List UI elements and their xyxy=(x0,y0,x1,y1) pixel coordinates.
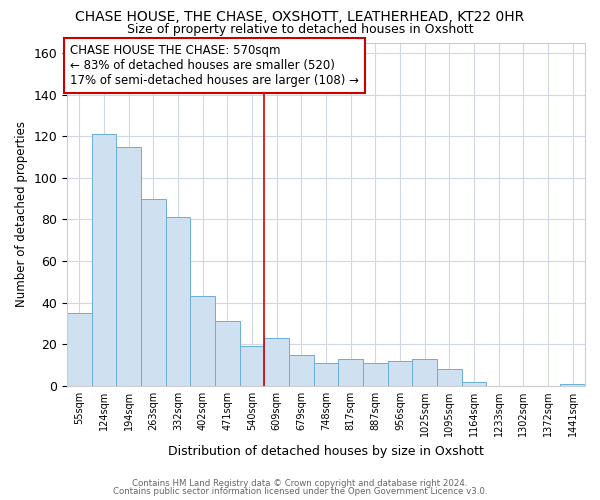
Bar xyxy=(388,361,412,386)
Bar xyxy=(437,369,462,386)
Text: Size of property relative to detached houses in Oxshott: Size of property relative to detached ho… xyxy=(127,22,473,36)
Bar xyxy=(265,338,289,386)
Bar xyxy=(289,354,314,386)
Text: Contains HM Land Registry data © Crown copyright and database right 2024.: Contains HM Land Registry data © Crown c… xyxy=(132,478,468,488)
Text: CHASE HOUSE, THE CHASE, OXSHOTT, LEATHERHEAD, KT22 0HR: CHASE HOUSE, THE CHASE, OXSHOTT, LEATHER… xyxy=(76,10,524,24)
Bar xyxy=(166,218,190,386)
Bar xyxy=(116,146,141,386)
Bar xyxy=(141,198,166,386)
Bar xyxy=(363,363,388,386)
Bar xyxy=(190,296,215,386)
Text: Contains public sector information licensed under the Open Government Licence v3: Contains public sector information licen… xyxy=(113,487,487,496)
Bar xyxy=(412,359,437,386)
X-axis label: Distribution of detached houses by size in Oxshott: Distribution of detached houses by size … xyxy=(168,444,484,458)
Bar xyxy=(462,382,487,386)
Bar xyxy=(67,313,92,386)
Bar xyxy=(338,359,363,386)
Bar xyxy=(215,322,240,386)
Bar xyxy=(314,363,338,386)
Bar xyxy=(92,134,116,386)
Text: CHASE HOUSE THE CHASE: 570sqm
← 83% of detached houses are smaller (520)
17% of : CHASE HOUSE THE CHASE: 570sqm ← 83% of d… xyxy=(70,44,359,87)
Bar xyxy=(560,384,585,386)
Bar xyxy=(240,346,265,386)
Y-axis label: Number of detached properties: Number of detached properties xyxy=(15,121,28,307)
